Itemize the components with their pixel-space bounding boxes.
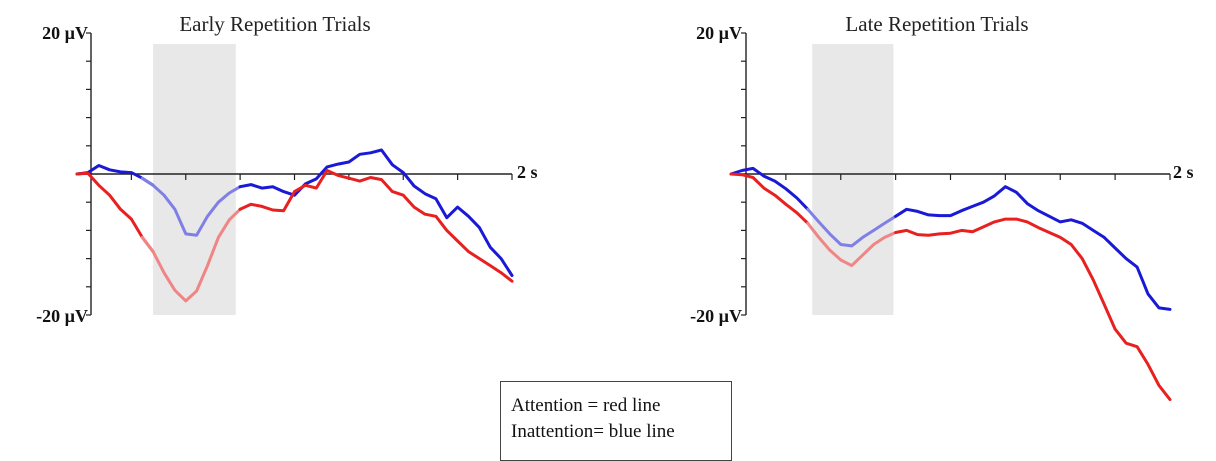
chart-title: Early Repetition Trials	[179, 12, 370, 36]
y-axis-max-label: 20 µV	[42, 23, 88, 43]
inattention-line-segment	[238, 148, 514, 277]
attention-line-segment	[806, 221, 898, 268]
inattention-line-segment	[75, 164, 155, 187]
attention-line-segment	[140, 207, 242, 303]
legend-inattention-entry: Inattention= blue line	[511, 421, 675, 442]
x-axis-end-label: 2 s	[1173, 162, 1194, 182]
attention-line-segment	[238, 169, 514, 283]
x-axis-end-label: 2 s	[517, 162, 538, 182]
inattention-line-segment	[894, 185, 1172, 311]
chart-series	[729, 166, 1172, 402]
inattention-line-segment	[806, 207, 898, 248]
y-axis-max-label: 20 µV	[696, 23, 742, 43]
attention-line-segment	[894, 217, 1172, 402]
chart-series	[75, 148, 514, 303]
shaded-time-window	[153, 44, 236, 315]
late-repetition-chart: Late Repetition Trials 20 µV -20 µV 2 s	[690, 12, 1194, 402]
shaded-time-window	[812, 44, 894, 315]
early-repetition-chart: Early Repetition Trials 20 µV -20 µV 2 s	[36, 12, 537, 326]
legend-box: Attention = red line Inattention= blue l…	[500, 381, 732, 461]
chart-title: Late Repetition Trials	[845, 12, 1028, 36]
legend-attention-entry: Attention = red line	[511, 395, 661, 416]
y-axis-min-label: -20 µV	[36, 306, 88, 326]
attention-line-segment	[729, 172, 810, 225]
inattention-line-segment	[140, 176, 242, 237]
erp-charts: Early Repetition Trials 20 µV -20 µV 2 s…	[36, 12, 1194, 402]
inattention-line-segment	[729, 166, 810, 211]
attention-line-segment	[75, 171, 155, 254]
chart-axes	[731, 32, 1171, 316]
chart-axes	[77, 32, 513, 316]
y-axis-min-label: -20 µV	[690, 306, 742, 326]
